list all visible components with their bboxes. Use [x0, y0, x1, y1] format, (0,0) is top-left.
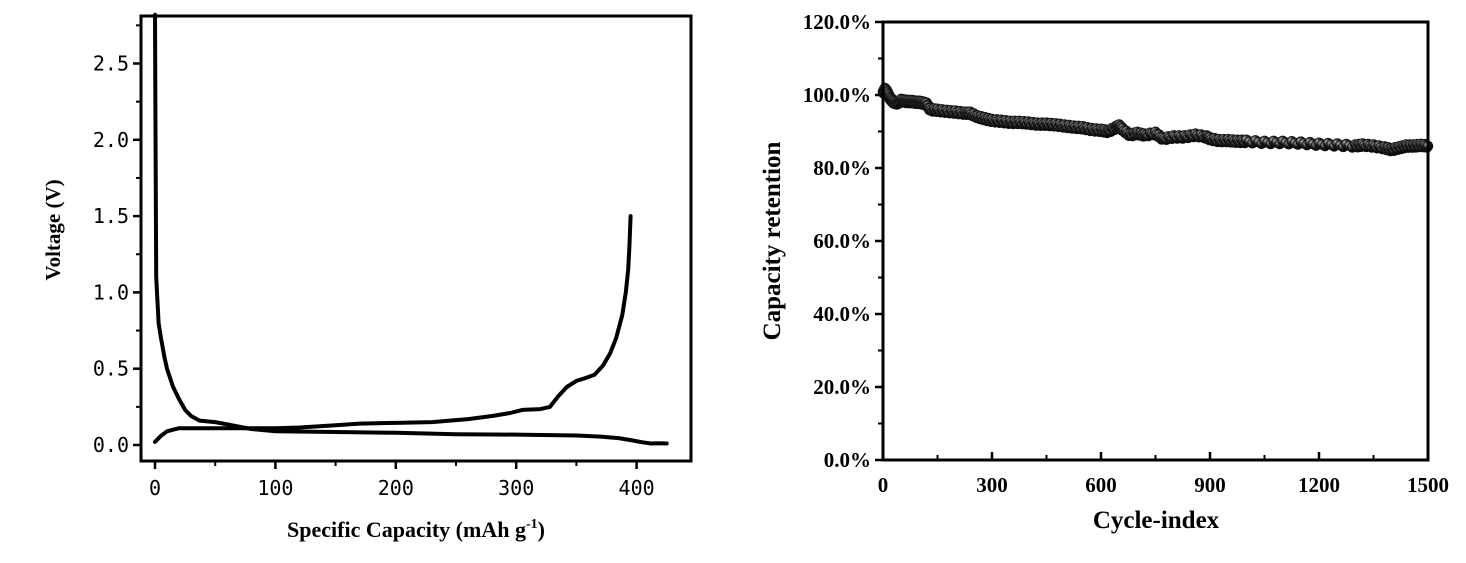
plot-frame	[881, 20, 1430, 462]
y-tick-label: 2.5	[93, 52, 129, 76]
x-tick-label: 900	[1194, 473, 1226, 497]
y-tick-label: 2.0	[93, 128, 129, 152]
x-tick-label: 0	[149, 476, 161, 500]
x-axis-label: Specific Capacity (mAh g-1)	[287, 517, 545, 542]
x-tick-label: 1500	[1407, 473, 1449, 497]
x-tick-label: 0	[878, 473, 889, 497]
y-tick-label: 20.0%	[813, 375, 871, 399]
x-tick-label: 100	[257, 476, 293, 500]
charge-curve	[153, 214, 633, 444]
x-tick-label: 1200	[1298, 473, 1340, 497]
y-tick-label: 120.0%	[803, 10, 871, 34]
x-tick-label: 200	[378, 476, 414, 500]
x-tick-label: 300	[976, 473, 1008, 497]
x-tick-label: 400	[619, 476, 655, 500]
y-tick-label: 80.0%	[813, 156, 871, 180]
y-tick-label: 1.5	[93, 204, 129, 228]
capacity-retention-chart: Cycle-index Capacity retention 0 300 600 90…	[759, 10, 1449, 534]
y-tick-label: 0.0%	[824, 448, 871, 472]
x-tick-label: 300	[498, 476, 534, 500]
plot-frame	[139, 14, 693, 463]
x-tick-label: 600	[1085, 473, 1117, 497]
y-axis-label: Capacity retention	[759, 142, 786, 341]
x-axis-label: Cycle-index	[1093, 507, 1220, 534]
y-tick-label: 100.0%	[803, 83, 871, 107]
y-tick-label: 1.0	[93, 280, 129, 304]
y-tick-label: 0.0	[93, 433, 129, 457]
discharge-curve	[153, 12, 669, 446]
y-tick-label: 0.5	[93, 357, 129, 381]
y-tick-label: 60.0%	[813, 229, 871, 253]
y-tick-label: 40.0%	[813, 302, 871, 326]
y-axis-label: Voltage (V)	[41, 179, 65, 280]
voltage-capacity-chart: Specific Capacity (mAh g-1) Voltage (V) …	[41, 12, 693, 542]
